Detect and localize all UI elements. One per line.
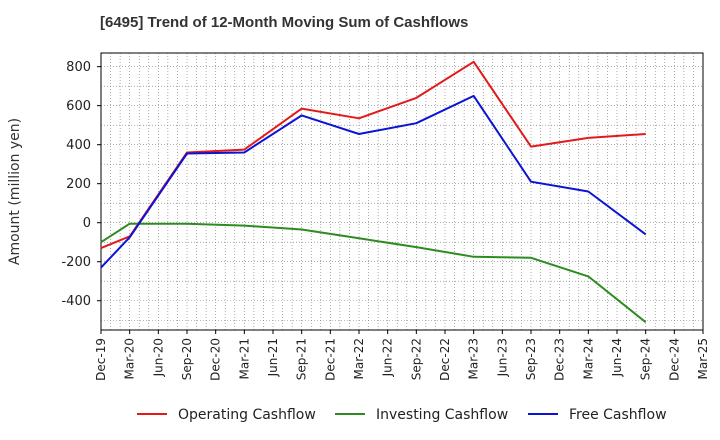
legend-label: Free Cashflow (569, 407, 667, 423)
y-tick-label: -400 (61, 294, 91, 309)
y-tick-label: 0 (83, 216, 91, 231)
y-tick-label: 200 (66, 177, 91, 192)
legend: Operating Cashflow Investing Cashflow Free… (137, 407, 667, 423)
grid (100, 53, 704, 330)
x-tick-label: Jun-22 (381, 338, 395, 377)
x-tick-label: Mar-23 (467, 338, 481, 379)
x-tick-label: Jun-23 (495, 338, 509, 377)
x-tick-label: Dec-24 (667, 338, 681, 381)
series-line-operating-cashflow (100, 60, 646, 250)
x-tick-label: Dec-20 (209, 338, 223, 381)
x-tick-label: Mar-25 (696, 338, 710, 379)
x-tick-label: Jun-21 (266, 338, 280, 377)
series-line-investing-cashflow (100, 222, 647, 323)
x-tick-label: Dec-21 (323, 338, 337, 381)
x-tick-label: Mar-22 (352, 338, 366, 379)
series-line-free-cashflow (100, 94, 647, 269)
y-tick-label: 800 (66, 60, 91, 75)
y-axis: -400 -200 0 200 400 600 800 (61, 60, 101, 309)
x-tick-label: Jun-24 (610, 338, 624, 377)
x-tick-label: Mar-20 (123, 338, 137, 379)
y-tick-label: -200 (61, 255, 91, 270)
x-tick-label: Sep-22 (409, 338, 423, 380)
x-tick-label: Mar-24 (581, 338, 595, 379)
series-lines (100, 60, 647, 323)
x-tick-label: Sep-23 (524, 338, 538, 380)
plot-frame (100, 52, 704, 331)
x-tick-label: Dec-22 (438, 338, 452, 381)
y-tick-label: 400 (66, 138, 91, 153)
x-tick-label: Mar-21 (237, 338, 251, 379)
x-tick-label: Sep-24 (639, 338, 653, 380)
chart-title: [6495] Trend of 12-Month Moving Sum of C… (100, 14, 469, 31)
x-tick-label: Sep-21 (295, 338, 309, 380)
y-tick-label: 600 (66, 99, 91, 114)
x-tick-label: Sep-20 (180, 338, 194, 380)
x-tick-label: Dec-19 (94, 338, 108, 381)
x-tick-label: Jun-20 (151, 338, 165, 377)
y-axis-label: Amount (million yen) (7, 118, 23, 265)
legend-label: Investing Cashflow (376, 407, 508, 423)
x-axis: Dec-19 Mar-20 Jun-20 Sep-20 Dec-20 Mar-21 Jun-… (94, 330, 710, 381)
legend-label: Operating Cashflow (178, 407, 316, 423)
x-tick-label: Dec-23 (553, 338, 567, 381)
